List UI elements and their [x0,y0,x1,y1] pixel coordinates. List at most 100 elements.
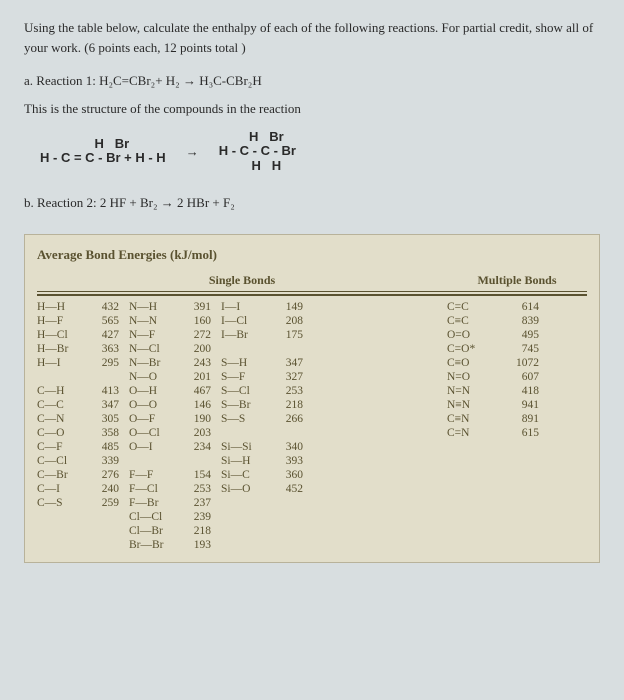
bond-label: Si—C [221,468,271,482]
bond-label: N—F [129,328,179,342]
bond-label: H—Br [37,342,87,356]
bond-label: Si—Si [221,440,271,454]
bond-value: 745 [505,342,539,356]
bond-value: 339 [87,454,119,468]
bond-label: Cl—Cl [129,510,179,524]
question-text: Using the table below, calculate the ent… [24,18,600,57]
bond-value: 175 [271,328,303,342]
bond-value: 146 [179,398,211,412]
reaction-arrow: → [186,142,199,162]
bond-label: H—Cl [37,328,87,342]
bond-value: 160 [179,314,211,328]
bond-label: C≡N [447,412,505,426]
bond-value: 607 [505,370,539,384]
product-structure: H Br H - C - C - Br H H [219,130,296,173]
bond-value: 305 [87,412,119,426]
bond-value: 218 [271,398,303,412]
bond-value: 266 [271,412,303,426]
bond-value: 565 [87,314,119,328]
struct1-mid: H - C = C - Br + H - H [40,151,166,165]
bond-label: N—H [129,300,179,314]
bond-value: 200 [179,342,211,356]
bond-value: 432 [87,300,119,314]
bond-value: 218 [179,524,211,538]
single-bonds-header: Single Bonds [37,271,447,289]
bond-label: N=N [447,384,505,398]
bond-value: 839 [505,314,539,328]
bond-value: 295 [87,356,119,370]
bond-value: 614 [505,300,539,314]
bond-label: F—Cl [129,482,179,496]
single-bonds-col3: I—II—ClI—BrS—HS—FS—ClS—BrS—SSi—SiSi—HSi—… [221,300,313,552]
bond-label: S—S [221,412,271,426]
struct2-top: H Br [219,130,296,144]
table-title: Average Bond Energies (kJ/mol) [37,245,587,265]
bond-label: N—O [129,370,179,384]
bond-value: 327 [271,370,303,384]
bond-value: 495 [505,328,539,342]
bond-label: S—H [221,356,271,370]
bond-label: C—F [37,440,87,454]
bond-label: S—Cl [221,384,271,398]
bond-label: Si—O [221,482,271,496]
bond-label: S—Br [221,398,271,412]
bond-label: C—H [37,384,87,398]
bond-label: N≡N [447,398,505,412]
bond-value: 272 [179,328,211,342]
bond-value: 237 [179,496,211,510]
bond-label: H—H [37,300,87,314]
bond-label: Br—Br [129,538,179,552]
multiple-bonds-col: C=CC≡CO=OC=O*C≡ON=ON=NN≡NC≡NC=N614839495… [447,300,549,552]
bond-label: N—N [129,314,179,328]
bond-label: C—N [37,412,87,426]
bond-label: C—Br [37,468,87,482]
bond-label: F—F [129,468,179,482]
bond-energy-table: Average Bond Energies (kJ/mol) Single Bo… [24,234,600,563]
bond-label: I—I [221,300,271,314]
bond-label: N=O [447,370,505,384]
bond-label: F—Br [129,496,179,510]
bond-value: 941 [505,398,539,412]
bond-value: 891 [505,412,539,426]
bond-value: 259 [87,496,119,510]
bond-value: 243 [179,356,211,370]
bond-label: N—Cl [129,342,179,356]
bond-value: 1072 [505,356,539,370]
bond-value: 276 [87,468,119,482]
bond-value: 240 [87,482,119,496]
bond-label [221,426,271,440]
struct1-top: H Br [40,137,166,151]
bond-label: C—C [37,398,87,412]
bond-value: 452 [271,482,303,496]
bond-label: C—Cl [37,454,87,468]
struct2-mid: H - C - C - Br [219,144,296,158]
bond-value: 190 [179,412,211,426]
bond-label [37,370,87,384]
bond-value: 208 [271,314,303,328]
bond-label: I—Cl [221,314,271,328]
bond-value: 154 [179,468,211,482]
single-bonds-col1: H—HH—FH—ClH—BrH—IC—HC—CC—NC—OC—FC—ClC—Br… [37,300,129,552]
reactant-structure: H Br H - C = C - Br + H - H [40,137,166,166]
bond-value [271,426,303,440]
bond-label: O=O [447,328,505,342]
struct2-bot: H H [219,159,296,173]
part-b: b. Reaction 2: 2 HF + Br₂ → 2 HBr + F₂ [24,193,600,213]
bond-value: 467 [179,384,211,398]
bond-value: 393 [271,454,303,468]
bond-label: O—H [129,384,179,398]
bond-value: 201 [179,370,211,384]
bond-value: 427 [87,328,119,342]
bond-label: C≡C [447,314,505,328]
multiple-bonds-header: Multiple Bonds [447,271,587,289]
bond-label: C—I [37,482,87,496]
bond-value: 360 [271,468,303,482]
bond-label: H—I [37,356,87,370]
structure-caption: This is the structure of the compounds i… [24,99,600,119]
bond-label: C=O* [447,342,505,356]
bond-value: 391 [179,300,211,314]
bond-value: 253 [179,482,211,496]
bond-value: 193 [179,538,211,552]
bond-label: O—F [129,412,179,426]
bond-label: C—S [37,496,87,510]
